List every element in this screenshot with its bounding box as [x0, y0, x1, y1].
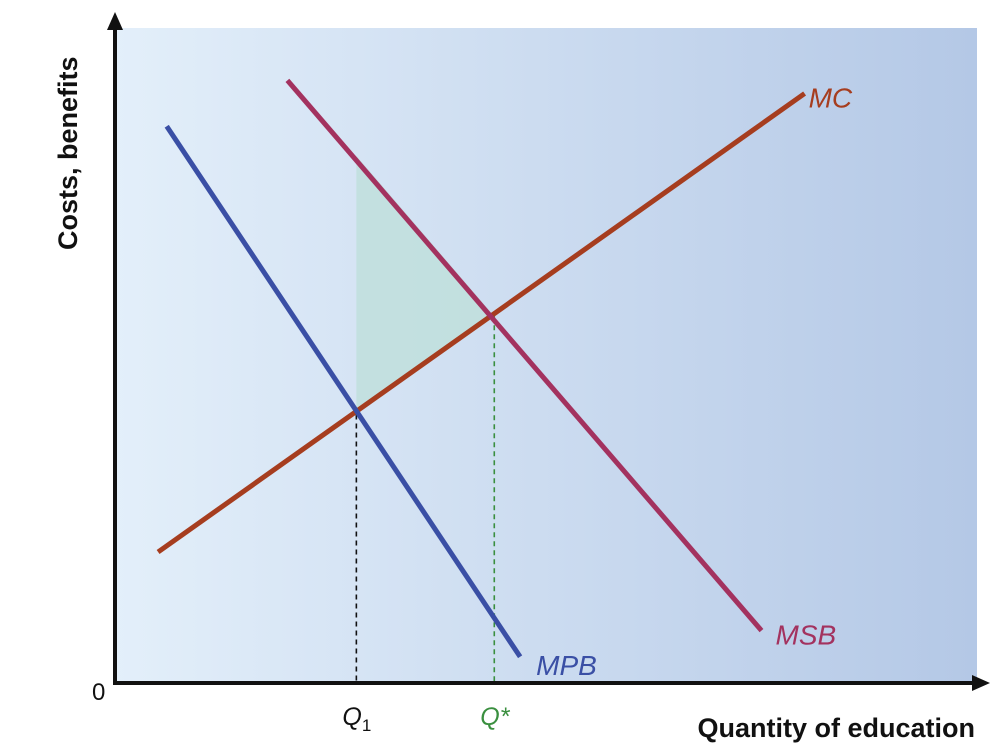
y-axis-title: Costs, benefits	[53, 56, 83, 250]
y-axis-arrow-icon	[107, 12, 123, 30]
series-lines	[156, 78, 807, 659]
plot-background	[115, 28, 977, 683]
tick-label-1: Q*	[480, 703, 510, 731]
tick-label-0: Q1	[342, 703, 371, 735]
curve-labels: MC MSB MPB	[536, 83, 853, 681]
tick-labels: Q1 Q*	[342, 703, 510, 735]
series-line-mpb	[164, 124, 523, 659]
x-axis-arrow-icon	[972, 675, 990, 691]
curve-label-msb: MSB	[776, 620, 837, 651]
series-line-msb	[285, 78, 764, 633]
curve-label-mpb: MPB	[536, 650, 597, 681]
curve-label-mc: MC	[809, 83, 853, 114]
tick-label-subscript-0: 1	[362, 716, 371, 735]
series-line-mc	[156, 91, 807, 555]
deadweight-loss-area	[356, 155, 495, 415]
guide-lines	[355, 316, 496, 683]
x-axis-title: Quantity of education	[697, 713, 975, 743]
origin-label: 0	[92, 679, 105, 706]
